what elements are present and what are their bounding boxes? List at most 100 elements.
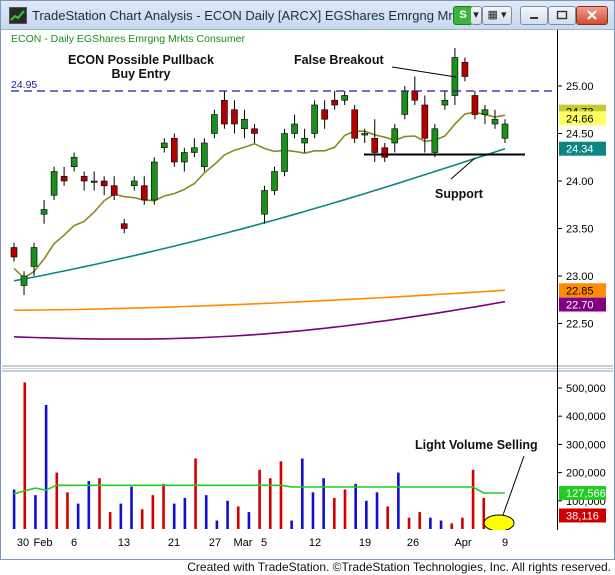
volume-tick-label: 300,000 <box>566 439 606 451</box>
date-tick-label: 5 <box>260 537 268 549</box>
symbol-label: ECON - Daily EGShares Emrgng Mrkts Consu… <box>11 33 245 45</box>
candle <box>30 242 38 276</box>
candle <box>311 100 318 139</box>
candle <box>130 176 138 191</box>
volume-bar <box>247 512 251 529</box>
volume-bar <box>439 520 443 529</box>
candle <box>251 124 258 143</box>
volume-bar <box>76 503 80 529</box>
window-title: TradeStation Chart Analysis - ECON Daily… <box>32 8 484 23</box>
tools-dropdown-button[interactable]: ▦ ▾ <box>482 6 512 25</box>
date-tick-label: 30 <box>16 537 30 549</box>
volume-bar <box>322 478 325 529</box>
volume-bar <box>258 469 261 529</box>
support-label: Support <box>435 187 484 201</box>
price-tick-label: 24.00 <box>566 176 594 188</box>
volume-note-label: Light Volume Selling <box>415 438 538 452</box>
volume-bar <box>172 503 176 529</box>
ma-longest-line <box>13 300 506 340</box>
price-tick-label: 23.50 <box>566 224 594 236</box>
minimize-button[interactable] <box>520 6 548 25</box>
volume-bar <box>12 489 16 529</box>
ma-long-line <box>14 289 506 312</box>
volume-badge: 127,566 <box>559 486 606 501</box>
candle <box>341 90 348 105</box>
candle <box>161 138 168 153</box>
candle <box>501 119 509 143</box>
volume-bar <box>66 492 69 529</box>
candle <box>171 133 178 167</box>
candle <box>361 128 369 143</box>
volume-bar <box>418 512 422 529</box>
volume-bar <box>407 517 411 529</box>
volume-bar <box>194 458 197 529</box>
candle <box>351 105 358 143</box>
volume-bar <box>482 497 486 529</box>
chart-window: TradeStation Chart Analysis - ECON Daily… <box>0 0 615 560</box>
false-breakout-label: False Breakout <box>294 53 384 67</box>
moving-average-lines <box>13 111 506 340</box>
candle <box>261 185 268 224</box>
volume-bar <box>268 478 272 529</box>
date-tick-label: 19 <box>358 537 372 549</box>
symbol-link-dropdown[interactable]: ▾ <box>471 6 482 25</box>
candle <box>491 109 499 129</box>
volume-bar <box>236 506 240 529</box>
svg-text:24.34: 24.34 <box>566 144 594 156</box>
volume-tick-label: 500,000 <box>566 383 606 395</box>
volume-bar <box>87 481 91 529</box>
candle <box>80 171 88 191</box>
date-tick-label: 6 <box>70 537 78 549</box>
candle <box>20 271 28 295</box>
volume-bar <box>354 483 357 529</box>
setup-subtitle: Buy Entry <box>111 67 170 81</box>
volume-badge: 38,116 <box>559 508 606 523</box>
candle <box>281 128 288 177</box>
copyright-text: Created with TradeStation. ©TradeStation… <box>187 560 611 574</box>
symbol-link-badge[interactable]: S <box>453 6 473 25</box>
chart-area[interactable]: ECON - Daily EGShares Emrgng Mrkts Consu… <box>2 30 613 549</box>
ma-short-line <box>13 111 506 279</box>
title-bar[interactable]: TradeStation Chart Analysis - ECON Daily… <box>1 1 614 30</box>
chart-app-icon[interactable] <box>9 7 27 24</box>
candle <box>331 90 338 110</box>
candle <box>120 219 128 234</box>
date-tick-label: 9 <box>501 537 509 549</box>
candle <box>441 90 449 110</box>
svg-text:24.66: 24.66 <box>566 113 594 125</box>
ma-mid-line <box>13 147 506 282</box>
volume-average-line <box>13 484 505 495</box>
volume-bar <box>450 523 454 529</box>
volume-note-arrow <box>502 455 525 516</box>
candle <box>421 95 429 153</box>
volume-bar <box>119 503 123 529</box>
maximize-button[interactable] <box>548 6 576 25</box>
candle <box>381 143 389 162</box>
price-badge: 22.85 <box>559 283 606 298</box>
reference-line-label: 24.95 <box>11 79 37 91</box>
candle <box>100 176 108 196</box>
svg-text:22.70: 22.70 <box>566 300 594 312</box>
volume-bar <box>130 486 133 529</box>
date-tick-label: Mar <box>233 537 253 549</box>
volume-bar <box>204 495 208 529</box>
support-arrow <box>450 157 476 180</box>
candle <box>191 138 198 158</box>
volume-bar <box>226 500 229 529</box>
volume-bar <box>343 489 347 529</box>
false-breakout-arrow <box>391 66 457 78</box>
footer: Created with TradeStation. ©TradeStation… <box>0 558 615 575</box>
volume-bars <box>12 382 507 529</box>
axes: 25.0024.5024.0023.5023.0022.5024.7324.66… <box>18 81 606 535</box>
candle <box>231 100 238 134</box>
volume-bar <box>429 517 432 529</box>
volume-bar <box>151 495 155 529</box>
candle <box>391 124 399 153</box>
volume-bar <box>55 472 59 529</box>
price-badge: 22.70 <box>559 297 606 312</box>
close-button[interactable] <box>576 6 608 25</box>
volume-bar <box>140 509 144 529</box>
candle <box>60 166 68 186</box>
candle <box>181 147 188 172</box>
date-tick-label: 13 <box>117 537 131 549</box>
